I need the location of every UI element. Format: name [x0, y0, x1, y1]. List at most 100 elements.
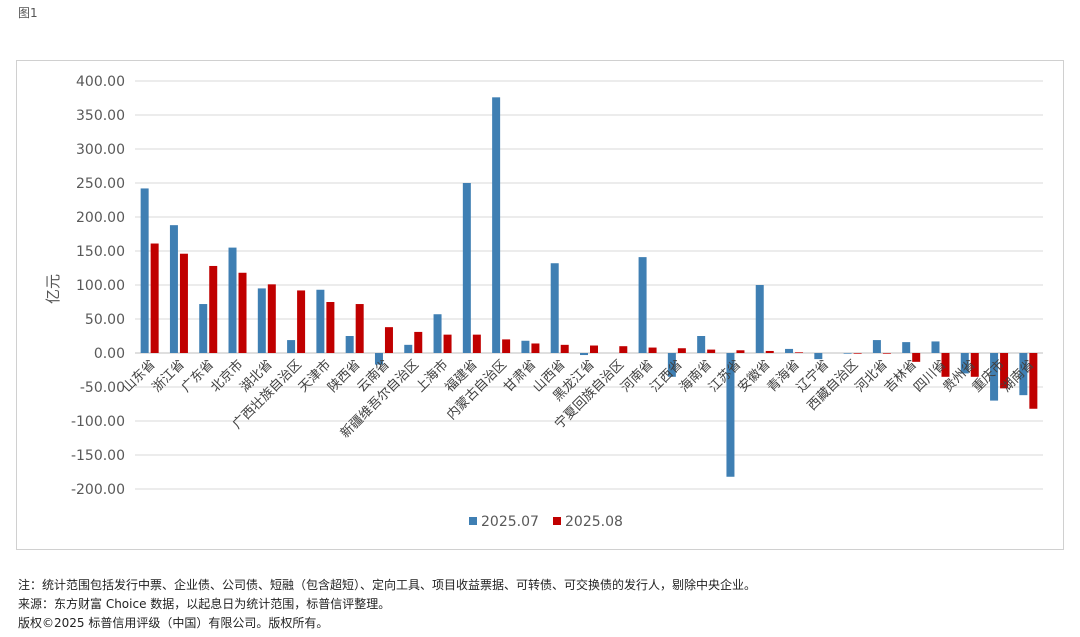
bar-2025-07-0 — [140, 188, 149, 353]
y-tick-label: 200.00 — [76, 210, 125, 226]
bar-2025-07-8 — [374, 353, 383, 365]
y-tick-label: 300.00 — [76, 142, 125, 158]
bar-2025-08-28 — [970, 353, 979, 377]
note-scope: 注：统计范围包括发行中票、企业债、公司债、短融（包含超短）、定向工具、项目收益票… — [18, 578, 757, 592]
bar-2025-08-0 — [150, 243, 159, 353]
bar-2025-07-9 — [404, 344, 413, 353]
bar-2025-08-5 — [297, 290, 306, 353]
x-tick-label: 甘肃省 — [501, 357, 539, 395]
bar-2025-08-3 — [238, 272, 247, 353]
bar-2025-07-23 — [814, 353, 823, 360]
x-tick-label: 吉林省 — [882, 357, 920, 395]
bar-2025-07-26 — [902, 342, 911, 353]
bar-2025-07-10 — [433, 314, 442, 353]
bar-2025-08-25 — [882, 353, 891, 354]
bar-2025-07-18 — [667, 353, 676, 377]
bar-2025-08-9 — [414, 331, 423, 353]
footnotes: 注：统计范围包括发行中票、企业债、公司债、短融（包含超短）、定向工具、项目收益票… — [18, 576, 756, 633]
x-tick-label: 青海省 — [765, 357, 803, 395]
bar-2025-07-12 — [492, 97, 501, 353]
bar-2025-07-30 — [1019, 353, 1028, 396]
bar-2025-07-2 — [199, 304, 208, 353]
y-tick-label: 50.00 — [85, 312, 125, 328]
bar-2025-07-7 — [345, 336, 354, 353]
bar-2025-07-6 — [316, 289, 325, 353]
bar-2025-08-7 — [355, 304, 364, 353]
bar-2025-08-11 — [472, 334, 481, 353]
bar-chart: 400.00 350.00 300.00 250.00 200.00 150.00 100.… — [44, 74, 1043, 530]
y-tick-label: -100.00 — [71, 414, 125, 430]
x-tick-label: 天津市 — [295, 357, 334, 396]
x-tick-label: 浙江省 — [150, 357, 188, 395]
legend-label: 2025.08 — [565, 514, 623, 530]
legend-swatch — [469, 517, 477, 525]
chart-frame: 400.00 350.00 300.00 250.00 200.00 150.00 100.… — [16, 60, 1064, 550]
bar-2025-08-1 — [179, 253, 188, 353]
bar-2025-08-12 — [502, 339, 511, 353]
bar-2025-08-26 — [912, 353, 921, 362]
bar-2025-07-25 — [872, 340, 881, 353]
bar-2025-08-4 — [267, 284, 276, 353]
bar-2025-08-29 — [1000, 353, 1009, 389]
bar-2025-08-13 — [531, 343, 540, 353]
bar-2025-08-2 — [209, 265, 218, 353]
y-tick-label: 400.00 — [76, 74, 125, 90]
x-axis-ticks: 山东省浙江省广东省北京市湖北省广西壮族自治区天津市陕西省云南省新疆维吾尔自治区上… — [120, 357, 1037, 442]
bar-2025-08-22 — [795, 352, 804, 353]
bar-2025-08-18 — [677, 348, 686, 353]
y-tick-label: -200.00 — [71, 482, 125, 498]
bar-2025-08-14 — [560, 344, 569, 353]
bar-2025-07-5 — [287, 340, 296, 353]
bar-2025-07-22 — [785, 348, 794, 353]
bar-2025-07-24 — [843, 353, 852, 354]
bar-2025-07-11 — [462, 183, 471, 353]
y-axis-label: 亿元 — [44, 274, 62, 304]
x-tick-label: 北京市 — [207, 357, 246, 396]
y-tick-label: 250.00 — [76, 176, 125, 192]
x-tick-label: 海南省 — [676, 357, 715, 396]
bar-2025-08-8 — [384, 327, 393, 353]
bar-2025-08-10 — [443, 334, 452, 353]
bar-2025-07-1 — [169, 225, 178, 353]
bar-2025-08-27 — [941, 353, 950, 377]
y-axis-ticks: 400.00 350.00 300.00 250.00 200.00 150.00 100.… — [71, 74, 125, 498]
x-tick-label: 山东省 — [120, 357, 158, 395]
x-tick-label: 河北省 — [853, 357, 891, 395]
x-tick-label: 河南省 — [618, 357, 657, 396]
bar-2025-07-3 — [228, 247, 237, 353]
note-copyright: 版权©2025 标普信用评级（中国）有限公司。版权所有。 — [18, 616, 329, 630]
bar-2025-07-13 — [521, 340, 530, 353]
bar-2025-08-6 — [326, 302, 335, 353]
legend: 2025.07 2025.08 — [469, 514, 623, 530]
bar-2025-08-24 — [853, 353, 862, 354]
bar-2025-07-28 — [960, 353, 969, 374]
y-tick-label: -50.00 — [80, 380, 125, 396]
bar-2025-07-29 — [990, 353, 999, 401]
legend-swatch — [553, 517, 561, 525]
bar-2025-07-27 — [931, 341, 940, 353]
bar-2025-07-14 — [550, 263, 559, 353]
bar-2025-08-16 — [619, 346, 628, 353]
x-tick-label: 广东省 — [179, 357, 217, 395]
y-tick-label: 100.00 — [76, 278, 125, 294]
bar-2025-08-21 — [765, 350, 774, 353]
note-source: 来源：东方财富 Choice 数据，以起息日为统计范围，标普信评整理。 — [18, 597, 391, 611]
bars — [140, 97, 1038, 477]
bar-2025-08-19 — [707, 349, 716, 353]
bar-2025-08-30 — [1029, 353, 1038, 409]
grid-lines — [135, 80, 1043, 490]
bar-2025-07-20 — [726, 353, 735, 477]
bar-2025-07-17 — [638, 257, 647, 353]
x-tick-label: 安徽省 — [735, 357, 773, 395]
bar-2025-08-17 — [648, 347, 657, 353]
bar-2025-07-21 — [755, 285, 764, 353]
bar-2025-07-19 — [697, 336, 706, 353]
bar-2025-07-15 — [580, 353, 588, 356]
x-tick-label: 江西省 — [648, 357, 686, 395]
bar-2025-08-20 — [736, 350, 745, 353]
x-tick-label: 陕西省 — [325, 357, 363, 395]
y-tick-label: -150.00 — [71, 448, 125, 464]
x-tick-label: 上海市 — [412, 357, 451, 396]
y-tick-label: 150.00 — [76, 244, 125, 260]
bar-2025-08-15 — [590, 345, 598, 353]
